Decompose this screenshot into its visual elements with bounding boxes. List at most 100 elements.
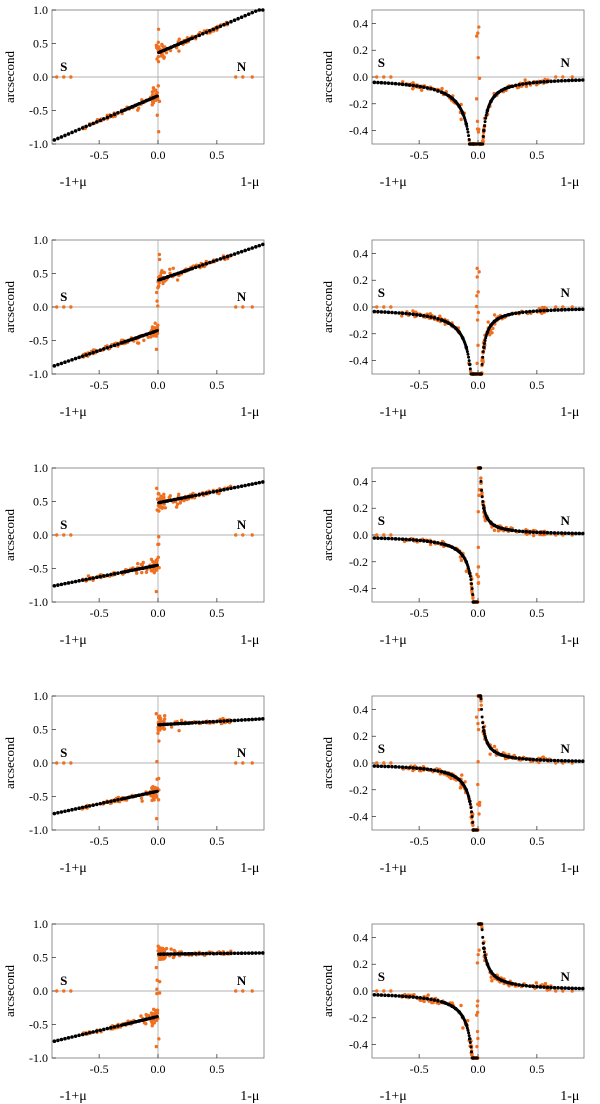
x-endpoint-left-label: -1+μ bbox=[380, 861, 407, 876]
model-point bbox=[556, 986, 560, 990]
data-point bbox=[389, 989, 393, 993]
y-axis-title: arcsecond bbox=[2, 737, 17, 789]
model-point bbox=[418, 84, 423, 89]
model-point bbox=[56, 583, 60, 587]
model-point bbox=[73, 807, 78, 811]
model-point bbox=[425, 86, 430, 90]
model-point bbox=[218, 719, 223, 724]
model-point bbox=[225, 254, 230, 259]
north-marker: N bbox=[237, 289, 247, 304]
x-tick-label: 0.5 bbox=[529, 606, 544, 620]
model-point bbox=[552, 79, 557, 83]
data-point bbox=[382, 989, 386, 993]
y-tick-label: 0.0 bbox=[353, 70, 368, 84]
model-point bbox=[379, 536, 384, 541]
model-point bbox=[87, 576, 92, 581]
y-axis-title: arcsecond bbox=[320, 281, 335, 333]
y-axis-title: arcsecond bbox=[320, 51, 335, 103]
data-point bbox=[476, 290, 480, 294]
model-point bbox=[407, 537, 412, 542]
data-point bbox=[490, 979, 494, 983]
data-point bbox=[144, 570, 149, 574]
model-point bbox=[429, 86, 433, 91]
model-point bbox=[63, 360, 67, 365]
south-marker: S bbox=[60, 973, 67, 988]
data-point bbox=[460, 773, 464, 777]
model-point bbox=[480, 362, 484, 366]
data-point bbox=[463, 780, 467, 784]
model-point bbox=[236, 16, 240, 21]
model-point bbox=[91, 1030, 96, 1034]
y-tick-label: 0.5 bbox=[33, 267, 48, 281]
model-point bbox=[559, 531, 564, 535]
model-point bbox=[480, 372, 484, 376]
y-tick-label: -1.0 bbox=[29, 823, 48, 837]
data-point bbox=[479, 699, 483, 703]
model-point bbox=[52, 1039, 57, 1044]
model-point bbox=[87, 804, 92, 808]
model-point bbox=[404, 994, 408, 999]
model-point bbox=[222, 255, 226, 260]
model-point bbox=[467, 1034, 471, 1038]
model-point bbox=[390, 993, 394, 998]
model-point bbox=[418, 313, 423, 318]
data-point bbox=[561, 75, 565, 79]
model-point bbox=[236, 718, 240, 723]
x-tick-label: 0.0 bbox=[471, 606, 486, 620]
model-point bbox=[98, 801, 103, 806]
model-point bbox=[102, 801, 106, 805]
model-point bbox=[467, 1031, 471, 1035]
model-point bbox=[524, 310, 529, 314]
model-point bbox=[436, 999, 440, 1003]
data-point bbox=[177, 37, 181, 41]
model-point bbox=[200, 263, 205, 267]
model-point bbox=[105, 345, 110, 350]
model-point bbox=[386, 764, 391, 769]
data-point bbox=[554, 305, 558, 309]
model-point bbox=[468, 362, 472, 366]
data-point bbox=[157, 99, 162, 104]
model-point bbox=[411, 995, 416, 999]
model-point bbox=[524, 529, 529, 534]
model-point bbox=[552, 531, 557, 535]
x-tick-label: -0.5 bbox=[410, 834, 429, 848]
data-point bbox=[149, 793, 153, 798]
model-point bbox=[531, 984, 536, 989]
model-point bbox=[468, 799, 472, 803]
chart-row5-left: -0.5 0.0 0.5 -1.0 -0.5 0.0 0.5 1.0 arcsecond -1+μ… bbox=[2, 917, 265, 1104]
model-point bbox=[465, 347, 469, 351]
model-point bbox=[197, 264, 202, 268]
model-point bbox=[517, 82, 522, 87]
y-tick-label: 1.0 bbox=[33, 689, 48, 703]
model-point bbox=[383, 81, 387, 85]
data-point bbox=[175, 502, 180, 506]
model-point bbox=[393, 537, 398, 541]
model-point bbox=[155, 94, 159, 98]
model-point bbox=[102, 574, 106, 578]
x-endpoint-right-label: 1-μ bbox=[240, 633, 259, 648]
model-point bbox=[559, 308, 564, 312]
model-point bbox=[112, 112, 117, 117]
data-point bbox=[561, 305, 565, 309]
model-point bbox=[422, 539, 426, 543]
model-point bbox=[215, 951, 219, 956]
model-point bbox=[404, 765, 408, 770]
data-point bbox=[136, 561, 140, 566]
model-point bbox=[94, 1029, 99, 1033]
y-tick-label: 0.0 bbox=[353, 300, 368, 314]
model-point bbox=[91, 121, 96, 126]
model-point bbox=[535, 80, 539, 85]
model-point bbox=[481, 941, 485, 945]
model-point bbox=[467, 797, 471, 801]
model-point bbox=[482, 124, 486, 128]
data-point bbox=[492, 744, 497, 749]
data-point bbox=[177, 49, 181, 53]
model-point bbox=[538, 308, 543, 313]
model-point bbox=[542, 308, 546, 313]
model-point bbox=[94, 120, 99, 124]
model-point bbox=[545, 530, 550, 535]
model-point bbox=[468, 802, 472, 806]
model-point bbox=[246, 951, 251, 955]
model-point bbox=[436, 317, 440, 321]
model-point bbox=[77, 355, 81, 360]
